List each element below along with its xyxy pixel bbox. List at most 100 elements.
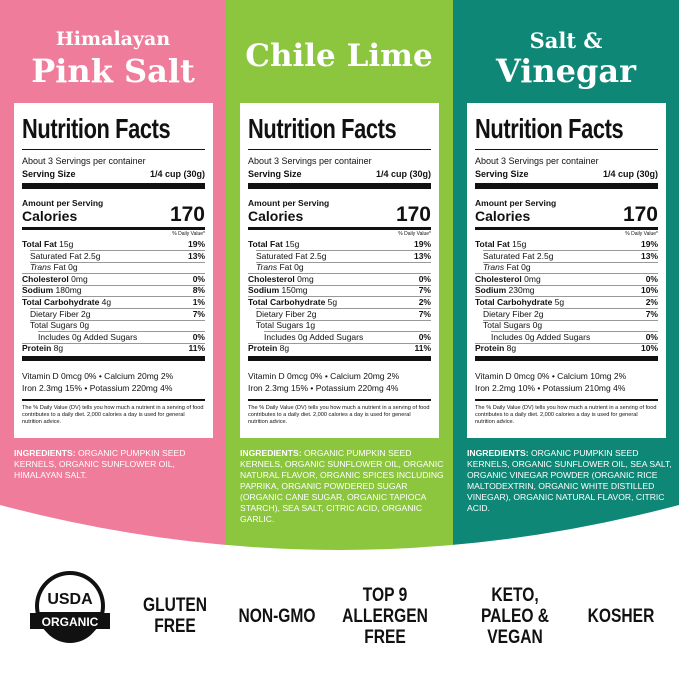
daily-value-header: % Daily Value* [172, 231, 205, 237]
nutrient-row: Protein 8g [475, 343, 516, 353]
nutrient-name: Includes 0g Added Sugars [491, 331, 591, 342]
nutrient-name: Trans [483, 262, 505, 273]
panel-title: Chile Lime [245, 38, 433, 74]
row-rule [475, 273, 658, 274]
nutrient-name: Includes 0g Added Sugars [38, 331, 138, 342]
amount-per-serving: Amount per Serving [22, 198, 104, 208]
row-rule [475, 284, 658, 286]
label-heading: Nutrition Facts [475, 113, 624, 144]
row-rule [256, 261, 431, 263]
nutrient-name: Total Sugars [256, 320, 304, 331]
row-rule [256, 319, 431, 321]
serving-size-value: 1/4 cup (30g) [602, 169, 658, 179]
nutrient-row: Protein 8g [22, 343, 63, 353]
usda-banner [30, 613, 110, 629]
badge-line: PALEO & [480, 605, 550, 627]
nutrient-row: Saturated Fat 2.5g [256, 251, 326, 261]
panel-title: Salt & [529, 28, 603, 53]
nutrient-dv: 10% [640, 285, 658, 296]
nutrient-row: Sodium 150mg [248, 285, 308, 295]
badge: KOSHER [572, 606, 670, 627]
badge-line: ALLERGEN [342, 605, 428, 627]
nutrient-name: Total Carbohydrate [22, 297, 100, 307]
row-rule [248, 273, 431, 274]
nutrient-dv: 0% [645, 331, 658, 342]
row-rule [30, 319, 205, 321]
row-rule [256, 308, 431, 309]
nutrient-amount: 2g [307, 308, 317, 319]
serving-size-label: Serving Size [475, 169, 529, 179]
ingredients: INGREDIENTS: ORGANIC PUMPKIN SEED KERNEL… [240, 448, 446, 525]
nutrient-amount: 2g [534, 308, 544, 319]
vitamin-line: Vitamin D 0mcg 0% • Calcium 20mg 2% [248, 371, 400, 381]
serving-size-value: 1/4 cup (30g) [149, 169, 205, 179]
nutrient-dv: 0% [192, 331, 205, 342]
row-rule [22, 273, 205, 274]
nutrient-row: Includes 0g Added Sugars [38, 332, 137, 342]
nutrient-dv: 0% [418, 331, 431, 342]
servings: About 3 Servings per container [475, 156, 599, 166]
panel-title: Vinegar [495, 52, 636, 90]
ingredients-text: ORGANIC PUMPKIN SEED KERNELS, ORGANIC SU… [467, 448, 672, 513]
calories-value: 170 [169, 203, 205, 226]
nutrient-name: Includes 0g Added Sugars [264, 331, 364, 342]
nutrient-name: Dietary Fiber [256, 308, 305, 319]
row-rule [483, 250, 658, 251]
row-rule [483, 261, 658, 263]
nutrition-label: Nutrition Facts About 3 Servings per cont… [467, 103, 666, 438]
ingredients-label: INGREDIENTS: [467, 448, 529, 458]
nutrient-row: Total Sugars 0g [483, 320, 542, 330]
row-rule [483, 319, 658, 321]
nutrient-name: Total Fat [248, 239, 283, 249]
nutrient-amount: 0mg [71, 273, 88, 284]
nutrient-dv: 11% [414, 343, 431, 354]
nutrient-dv: 13% [640, 250, 658, 261]
vitamin-line: Vitamin D 0mcg 0% • Calcium 20mg 2% [22, 371, 174, 381]
nutrient-row: Dietary Fiber 2g [483, 309, 544, 319]
rule [475, 227, 658, 230]
nutrient-row: Saturated Fat 2.5g [483, 251, 553, 261]
nutrient-name: Protein [475, 343, 505, 354]
footnote: The % Daily Value (DV) tells you how muc… [22, 405, 204, 425]
row-rule [483, 308, 658, 309]
nutrient-name: Protein [22, 343, 52, 354]
rule [475, 356, 658, 361]
badge-line: GLUTEN [142, 595, 208, 616]
nutrient-amount: 2.5g [536, 250, 554, 261]
row-rule [475, 296, 658, 297]
calories-label: Calories [248, 208, 304, 224]
nutrient-dv: 7% [418, 308, 431, 319]
ingredients-label: INGREDIENTS: [240, 448, 302, 458]
nutrient-dv: 11% [188, 343, 205, 354]
nutrient-row: Protein 8g [248, 343, 289, 353]
rule [22, 399, 205, 401]
serving-size-label: Serving Size [248, 169, 302, 179]
nutrient-amount: 0g [532, 320, 543, 331]
nutrient-name: Sodium [22, 285, 54, 296]
nutrient-amount: 8g [506, 343, 517, 354]
label-heading: Nutrition Facts [22, 113, 171, 144]
rule [248, 183, 431, 189]
nutrient-name: Saturated Fat [256, 250, 308, 261]
badge: KETO, PALEO & VEGAN [466, 585, 564, 648]
serving-size-label: Serving Size [22, 169, 76, 179]
nutrient-amount: 230mg [508, 285, 535, 296]
row-rule [256, 250, 431, 251]
calories-label: Calories [22, 208, 78, 224]
nutrient-dv: 7% [418, 285, 431, 296]
nutrient-amount: 5g [327, 297, 338, 307]
badge-line: VEGAN [487, 626, 543, 648]
row-rule [38, 331, 205, 332]
calories-label: Calories [475, 208, 531, 224]
nutrient-amount: 5g [554, 297, 565, 307]
nutrient-row: Total Sugars 1g [256, 320, 315, 330]
rule [22, 149, 205, 150]
nutrient-amount: 0g [79, 320, 90, 331]
nutrient-row: Includes 0g Added Sugars [264, 332, 363, 342]
ingredients: INGREDIENTS: ORGANIC PUMPKIN SEED KERNEL… [467, 448, 673, 514]
nutrient-dv: 7% [192, 308, 205, 319]
nutrient-name: Trans [30, 262, 52, 273]
nutrient-name: Total Carbohydrate [248, 297, 326, 307]
row-rule [22, 296, 205, 297]
